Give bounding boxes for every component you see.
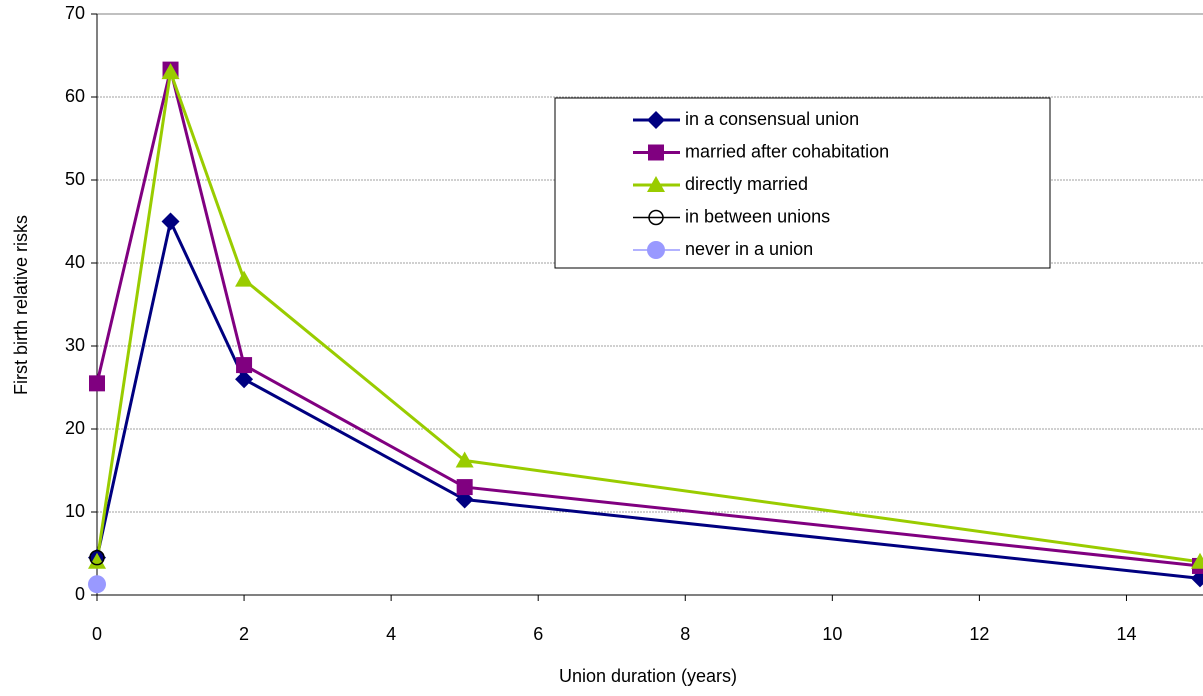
legend: in a consensual union married after cohab… — [554, 97, 1051, 269]
x-tick-label: 4 — [386, 624, 396, 644]
marker — [89, 549, 105, 566]
marker — [648, 209, 664, 226]
y-tick-label: 50 — [65, 169, 85, 189]
marker — [647, 111, 665, 129]
marker — [1191, 552, 1203, 569]
x-tick-label: 12 — [969, 624, 989, 644]
y-tick-label: 20 — [65, 418, 85, 438]
legend-label: never in a union — [685, 239, 813, 259]
marker — [89, 375, 105, 392]
marker — [88, 575, 106, 594]
marker — [161, 212, 180, 231]
legend-label: in a consensual union — [685, 109, 859, 129]
series-line — [95, 216, 1201, 580]
legend-label: directly married — [685, 174, 808, 194]
marker — [456, 479, 473, 496]
marker — [236, 357, 253, 374]
marker — [647, 176, 665, 192]
y-tick-label: 0 — [75, 584, 85, 604]
legend-box — [554, 97, 1051, 269]
x-tick-label: 10 — [822, 624, 842, 644]
marker — [455, 451, 474, 468]
marker — [161, 63, 180, 80]
x-tick-label: 2 — [239, 624, 249, 644]
marker — [235, 370, 254, 389]
x-tick-label: 14 — [1116, 624, 1136, 644]
legend-label: in between unions — [685, 206, 830, 226]
x-tick-label: 0 — [92, 624, 102, 644]
x-axis-title: Union duration (years) — [559, 666, 737, 686]
y-tick-label: 30 — [65, 335, 85, 355]
x-tick-label: 8 — [680, 624, 690, 644]
y-tick-label: 40 — [65, 252, 85, 272]
y-tick-label: 60 — [65, 86, 85, 106]
marker — [647, 241, 665, 259]
marker — [235, 270, 254, 287]
y-tick-label: 70 — [65, 3, 85, 23]
y-tick-label: 10 — [65, 501, 85, 521]
x-tick-label: 6 — [533, 624, 543, 644]
y-axis-title: First birth relative risks — [11, 215, 31, 395]
marker — [88, 552, 106, 569]
marker — [648, 144, 664, 161]
legend-label: married after cohabitation — [685, 141, 889, 161]
